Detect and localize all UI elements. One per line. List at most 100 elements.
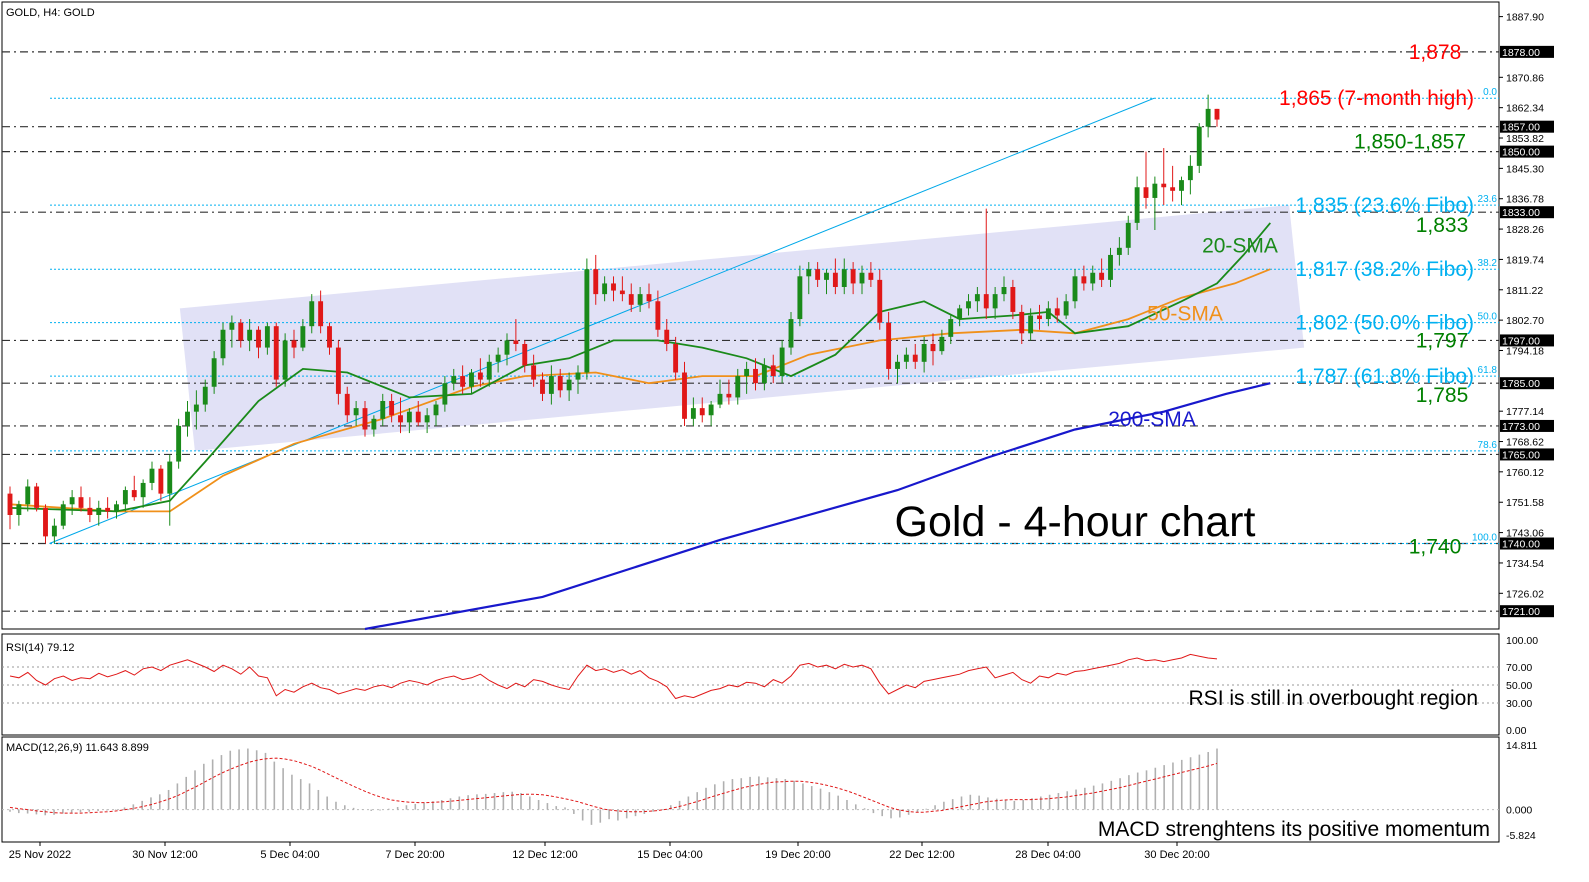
candle-body — [1214, 108, 1220, 120]
price-tick-label: 1845.30 — [1506, 163, 1544, 175]
level-axis-box — [1500, 537, 1554, 550]
candle — [646, 283, 652, 309]
level-axis-box — [1500, 334, 1554, 347]
level-axis-box — [1500, 419, 1554, 432]
candle-body — [806, 269, 812, 277]
candle — [220, 322, 226, 366]
candle-body — [371, 418, 377, 430]
candle-body — [1045, 308, 1051, 320]
price-tick-label: 1862.34 — [1506, 103, 1544, 115]
candle — [25, 479, 31, 512]
candle — [167, 454, 173, 526]
candle-body — [300, 326, 306, 348]
candle — [353, 401, 359, 426]
level-annotation: 1,785 — [1416, 384, 1469, 407]
sma200-label: 200-SMA — [1108, 408, 1196, 431]
candle — [406, 408, 412, 434]
symbol-label: GOLD, H4: GOLD — [6, 7, 95, 19]
candle — [513, 319, 519, 352]
candle-body — [895, 361, 900, 369]
candle-body — [531, 365, 537, 380]
candle — [460, 365, 466, 394]
candle — [1152, 176, 1158, 230]
candle — [699, 397, 705, 423]
level-axis-label: 1773.00 — [1502, 421, 1540, 433]
level-axis-label: 1740.00 — [1502, 539, 1540, 551]
price-tick-label: 1836.78 — [1506, 194, 1544, 206]
candle — [344, 386, 350, 423]
price-tick-label: 1802.70 — [1506, 315, 1544, 327]
candle-body — [486, 361, 492, 380]
price-channel — [179, 205, 1305, 451]
candle-body — [1090, 272, 1096, 284]
fibo-annotation: 1,802 (50.0% Fibo) — [1295, 312, 1474, 335]
candle-body — [548, 376, 554, 394]
fibo-annotation: 1,817 (38.2% Fibo) — [1295, 258, 1474, 281]
candle-body — [815, 269, 821, 280]
candle — [611, 276, 616, 302]
candle-body — [1196, 126, 1202, 166]
candle-body — [78, 497, 84, 508]
fibo-level-label: 50.0 — [1478, 312, 1498, 323]
candle-body — [1205, 108, 1211, 127]
candle — [1010, 279, 1016, 320]
candle-body — [256, 329, 261, 348]
candle — [939, 329, 945, 355]
price-tick-label: 1743.06 — [1506, 528, 1544, 540]
candle-body — [469, 372, 474, 387]
candle — [1019, 304, 1025, 344]
candle-body — [886, 322, 892, 369]
candle-body — [646, 294, 652, 302]
candle — [717, 379, 723, 409]
candle — [185, 401, 190, 437]
sma50-line — [9, 268, 1271, 513]
price-tick-label: 1726.02 — [1506, 588, 1544, 600]
candle — [1179, 176, 1184, 206]
level-axis-label: 1850.00 — [1502, 147, 1540, 159]
candle — [664, 319, 670, 352]
candle-body — [202, 386, 208, 405]
time-tick-label: 30 Dec 20:00 — [1144, 849, 1209, 861]
candle — [868, 262, 874, 287]
candle — [229, 315, 235, 348]
candle — [105, 497, 111, 519]
candle — [131, 475, 137, 501]
candle — [78, 486, 84, 512]
candle — [1090, 265, 1096, 291]
level-annotation: 1,740 — [1409, 536, 1462, 559]
candle-body — [841, 269, 847, 287]
candle-body — [877, 279, 883, 323]
candle — [1125, 215, 1131, 255]
candle — [548, 365, 554, 405]
candle-body — [43, 507, 48, 537]
candle-body — [51, 525, 57, 537]
candle — [469, 368, 474, 394]
candle — [60, 500, 66, 530]
candle-body — [1187, 165, 1193, 181]
level-axis-label: 1878.00 — [1502, 47, 1540, 59]
candle-body — [557, 376, 563, 391]
candle-body — [380, 401, 386, 419]
candle — [877, 269, 883, 330]
candle-body — [761, 365, 767, 384]
candle-body — [1054, 308, 1060, 316]
candle — [966, 294, 971, 316]
candle — [1001, 276, 1007, 302]
candle-body — [114, 504, 119, 512]
time-tick-label: 7 Dec 20:00 — [385, 849, 444, 861]
candle-body — [788, 319, 794, 348]
candle — [708, 401, 714, 426]
candle — [335, 340, 341, 405]
candle — [895, 354, 900, 384]
candle-body — [442, 383, 448, 405]
level-axis-box — [1500, 206, 1554, 219]
candle-body — [7, 493, 13, 515]
candle — [788, 311, 794, 355]
candle-body — [451, 376, 457, 384]
candle-body — [504, 340, 510, 355]
candle — [602, 276, 608, 302]
candle — [282, 333, 288, 387]
candle-body — [983, 294, 989, 309]
candle-body — [69, 497, 75, 505]
